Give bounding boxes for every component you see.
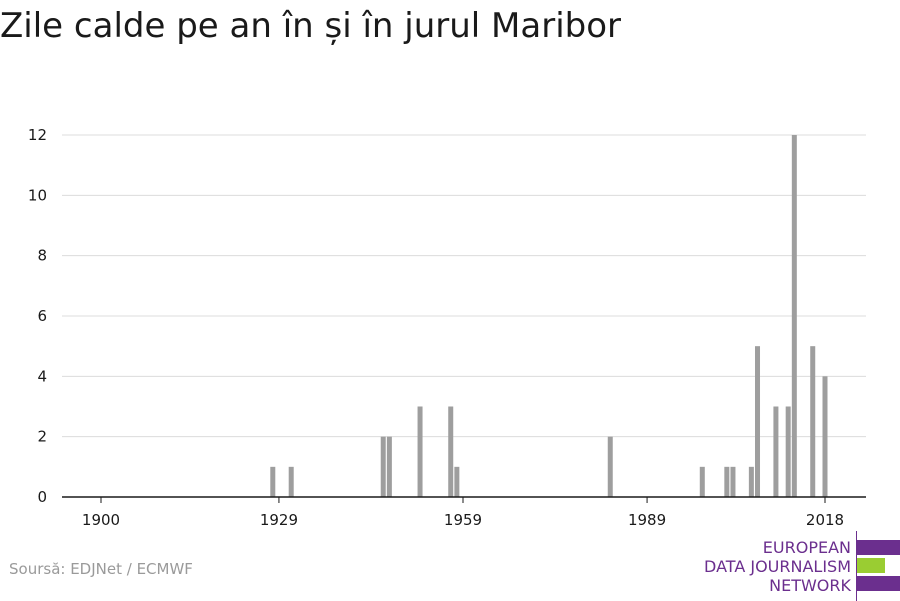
source-note: Soursă: EDJNet / ECMWF <box>9 560 193 578</box>
bar <box>270 466 276 497</box>
bars <box>270 135 828 497</box>
y-tick-label: 4 <box>37 367 47 385</box>
bar <box>791 135 797 497</box>
logo-line-3: NETWORK <box>769 576 851 595</box>
bar <box>386 436 392 497</box>
x-tick-label: 2018 <box>806 511 844 529</box>
logo-line-2: DATA JOURNALISM <box>704 557 851 576</box>
bar <box>773 406 779 497</box>
logo-line-1: EUROPEAN <box>762 538 851 557</box>
y-tick-label: 6 <box>37 307 47 325</box>
x-axis-ticks: 1900 1929 1959 1989 2018 <box>82 497 844 529</box>
logo-divider <box>856 531 857 601</box>
y-axis-ticks: 0 2 4 6 8 10 12 <box>28 126 47 506</box>
y-tick-label: 8 <box>37 247 47 265</box>
y-tick-label: 2 <box>37 428 47 446</box>
x-tick-label: 1900 <box>82 511 120 529</box>
chart-title: Zile calde pe an în și în jurul Maribor <box>0 6 621 46</box>
y-tick-label: 10 <box>28 186 47 204</box>
logo-bar-purple-bottom <box>857 576 900 591</box>
bar <box>724 466 730 497</box>
bar <box>822 376 828 497</box>
x-tick-label: 1989 <box>628 511 666 529</box>
edjnet-logo: EUROPEAN DATA JOURNALISM NETWORK <box>704 531 900 601</box>
bar <box>607 436 613 497</box>
logo-bar-green <box>857 558 885 573</box>
x-tick-label: 1929 <box>260 511 298 529</box>
x-tick-label: 1959 <box>444 511 482 529</box>
bar <box>288 466 294 497</box>
bar <box>730 466 736 497</box>
logo-bar-purple-top <box>857 540 900 555</box>
gridlines <box>62 134 866 438</box>
y-tick-label: 0 <box>37 488 47 506</box>
bar <box>454 466 460 497</box>
bar <box>785 406 791 497</box>
bar <box>748 466 754 497</box>
bar <box>755 346 761 497</box>
bar <box>417 406 423 497</box>
bar <box>810 346 816 497</box>
bar <box>448 406 454 497</box>
bar <box>699 466 705 497</box>
bar <box>380 436 386 497</box>
y-tick-label: 12 <box>28 126 47 144</box>
